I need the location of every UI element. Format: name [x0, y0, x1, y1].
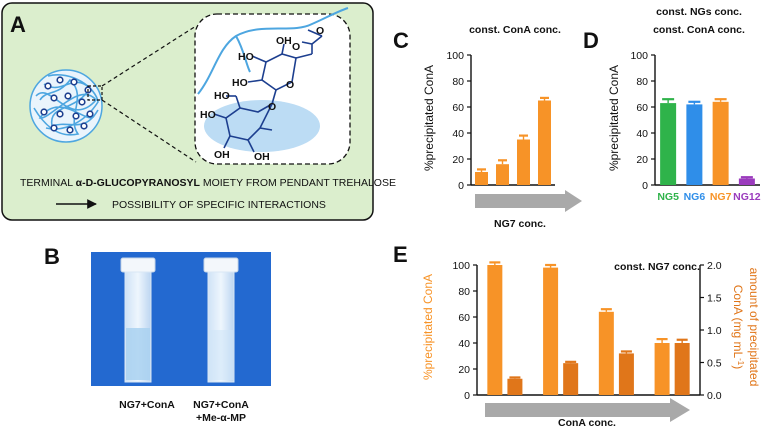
chart-c-ylabel: %precipitated ConA	[422, 65, 436, 171]
atom-label: HO	[200, 109, 216, 121]
chart-c-xlabel: NG7 conc.	[494, 218, 546, 230]
atom-label: O	[292, 41, 300, 53]
chart-d-title-1: const. NGs conc.	[656, 6, 742, 18]
atom-label: O	[286, 79, 294, 91]
chart-d-y-tick-label: 40	[636, 128, 648, 140]
vial-left	[120, 257, 156, 383]
chart-d-bar	[712, 101, 729, 185]
x-direction-arrow-icon	[475, 190, 582, 212]
chart-c-y-tick-label: 100	[446, 50, 464, 62]
atom-label: HO	[238, 51, 254, 63]
chart-e-bar-amount	[618, 353, 634, 395]
atom-label: HO	[214, 90, 230, 102]
panel-a-letter: A	[10, 12, 26, 37]
atom-label: O	[316, 25, 324, 37]
chart-e-bar-amount	[674, 343, 690, 395]
chart-c-y-tick-label: 0	[458, 180, 464, 192]
chart-e-bar-percent	[654, 343, 670, 395]
chart-e-left-y-tick-label: 20	[458, 364, 470, 376]
chart-d: D const. NGs conc. const. ConA conc. %pr…	[583, 6, 761, 203]
chart-e-bar-amount	[507, 378, 523, 395]
vial-right-label: NG7+ConA	[193, 399, 249, 411]
chart-e-right-y-tick-label: 1.0	[707, 325, 722, 337]
x-direction-arrow-icon	[485, 398, 690, 422]
chart-c-bar	[475, 172, 488, 185]
chart-e-right-y-tick-label: 2.0	[707, 260, 722, 272]
chart-e-title: const. NG7 conc.	[614, 261, 700, 273]
photo-background	[91, 252, 271, 386]
chart-c-bar	[496, 164, 509, 185]
chart-c-letter: C	[393, 28, 409, 53]
chart-e-ylabel-left: %precipitated ConA	[421, 274, 435, 380]
chart-e-left-y-tick-label: 0	[464, 390, 470, 402]
chart-e: E const. NG7 conc. %precipitated ConA am…	[393, 242, 761, 429]
chart-d-y-tick-label: 100	[630, 50, 648, 62]
chart-c: C const. ConA conc. %precipitated ConA 0…	[393, 24, 582, 230]
atom-label: OH	[254, 151, 270, 163]
chart-d-y-tick-label: 60	[636, 102, 648, 114]
chart-c-bar	[538, 100, 551, 185]
chart-e-left-y-tick-label: 60	[458, 312, 470, 324]
chart-d-category-label: NG7	[710, 191, 732, 203]
chart-e-letter: E	[393, 242, 408, 267]
chart-e-ylabel-right-2: ConA (mg mL-1)	[731, 285, 745, 369]
chart-d-category-label: NG5	[657, 191, 679, 203]
trehalose-callout: O O HO HO OH O O HO HO OH OH	[194, 7, 351, 165]
chart-c-title: const. ConA conc.	[469, 24, 561, 36]
panel-a: A	[1, 2, 396, 221]
chart-e-ylabel-right-1: amount of precipitated	[747, 268, 761, 387]
chart-d-category-label: NG6	[684, 191, 706, 203]
chart-d-ylabel: %precipitated ConA	[607, 65, 621, 171]
chart-d-category-label: NG12	[733, 191, 761, 203]
chart-d-bar	[686, 104, 703, 185]
chart-d-y-tick-label: 80	[636, 76, 648, 88]
highlight-ellipse	[204, 100, 320, 152]
atom-label: HO	[232, 77, 248, 89]
chart-e-xlabel: ConA conc.	[558, 417, 616, 429]
chart-e-right-y-tick-label: 0.0	[707, 390, 722, 402]
chart-d-bar	[738, 178, 755, 185]
panel-b-letter: B	[44, 244, 60, 269]
chart-e-bar-percent	[543, 267, 559, 395]
chart-c-bar	[517, 139, 530, 185]
chart-e-left-y-tick-label: 80	[458, 286, 470, 298]
chart-d-title-2: const. ConA conc.	[653, 24, 745, 36]
vial-left-label: NG7+ConA	[119, 399, 175, 411]
chart-e-bar-percent	[487, 265, 503, 395]
atom-label: OH	[276, 35, 292, 47]
chart-c-y-tick-label: 60	[452, 102, 464, 114]
chart-d-y-tick-label: 0	[642, 180, 648, 192]
vial-right-label-2: +Me-α-MP	[196, 412, 246, 424]
atom-label: O	[268, 101, 276, 113]
chart-e-right-y-tick-label: 1.5	[707, 293, 722, 305]
nanogel-illustration	[29, 25, 197, 163]
panel-a-caption-line2: POSSIBILITY OF SPECIFIC INTERACTIONS	[112, 199, 326, 211]
chart-c-y-tick-label: 80	[452, 76, 464, 88]
panel-b: B NG7+ConA NG7+ConA +Me-α-MP	[44, 244, 271, 424]
chart-d-letter: D	[583, 28, 599, 53]
chart-e-left-y-tick-label: 100	[452, 260, 470, 272]
chart-d-y-tick-label: 20	[636, 154, 648, 166]
atom-label: OH	[214, 149, 230, 161]
chart-c-y-tick-label: 20	[452, 154, 464, 166]
chart-e-left-y-tick-label: 40	[458, 338, 470, 350]
chart-d-bar	[660, 103, 677, 185]
chart-e-right-y-tick-label: 0.5	[707, 358, 722, 370]
zoom-box	[87, 85, 103, 101]
panel-a-caption-line1: TERMINAL α-D-GLUCOPYRANOSYL MOIETY FROM …	[20, 177, 396, 189]
chart-e-bar-amount	[563, 363, 579, 395]
chart-e-bar-percent	[598, 311, 614, 395]
vial-right	[203, 257, 239, 383]
chart-c-y-tick-label: 40	[452, 128, 464, 140]
